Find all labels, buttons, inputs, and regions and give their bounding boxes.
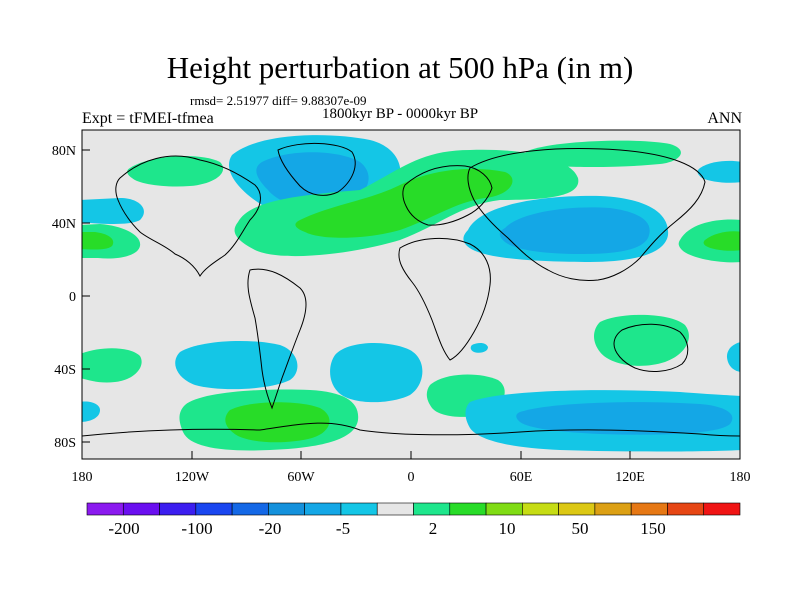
contour-negative-antarctic-east-core bbox=[516, 402, 733, 435]
stats-label: rmsd= 2.51977 diff= 9.88307e-09 bbox=[190, 93, 367, 108]
colorbar-swatch bbox=[231, 502, 269, 516]
colorbar-label: 2 bbox=[429, 519, 438, 538]
contour-positive-arctic bbox=[524, 140, 681, 167]
contour-positive-north-pacific-west-core bbox=[82, 232, 114, 250]
y-tick-label: 40S bbox=[54, 363, 76, 378]
y-tick-label: 0 bbox=[69, 290, 76, 305]
colorbar-label: -20 bbox=[259, 519, 282, 538]
colorbar bbox=[86, 502, 741, 516]
x-tick-label: 0 bbox=[408, 470, 415, 485]
x-tick-label: 60E bbox=[510, 470, 533, 485]
contour-positive-europe-core bbox=[295, 168, 513, 238]
colorbar-swatch bbox=[195, 502, 233, 516]
colorbar-swatch bbox=[340, 502, 378, 516]
plot-title: Height perturbation at 500 hPa (in m) bbox=[166, 50, 634, 85]
colorbar-swatch bbox=[376, 502, 414, 516]
colorbar-swatch bbox=[86, 502, 124, 516]
contour-negative-antarctic-dateline bbox=[82, 401, 100, 422]
coastline-australia bbox=[613, 323, 689, 372]
contour-negative-indian-small bbox=[470, 342, 488, 353]
coastline-africa bbox=[398, 237, 491, 361]
colorbar-swatch bbox=[630, 502, 668, 516]
contour-negative-asia-core bbox=[499, 207, 650, 254]
contour-layer bbox=[82, 135, 740, 452]
axis-ticks bbox=[81, 149, 741, 459]
coastlines bbox=[82, 142, 740, 437]
colorbar-label: -200 bbox=[108, 519, 139, 538]
colorbar-swatch bbox=[703, 502, 741, 516]
coastline-antarctica bbox=[82, 422, 740, 437]
contour-positive-antarctic-west-core bbox=[225, 402, 330, 443]
x-tick-label: 60W bbox=[287, 470, 315, 485]
colorbar-swatch bbox=[159, 502, 197, 516]
y-tick-label: 40N bbox=[52, 217, 76, 232]
colorbar-swatch bbox=[667, 502, 705, 516]
contour-negative-south-atlantic-east bbox=[330, 343, 423, 403]
colorbar-swatch bbox=[268, 502, 305, 516]
x-tick-label: 180 bbox=[730, 470, 751, 485]
colorbar-swatch bbox=[485, 502, 523, 516]
contour-negative-alaska bbox=[82, 198, 144, 224]
colorbar-label: -100 bbox=[181, 519, 212, 538]
colorbar-label: 10 bbox=[499, 519, 516, 538]
experiment-label: Expt = tFMEI-tfmea bbox=[82, 110, 214, 127]
colorbar-swatch bbox=[594, 502, 632, 516]
x-tick-label: 120E bbox=[615, 470, 645, 485]
contour-positive-australia bbox=[594, 314, 689, 366]
contour-negative-australia-east bbox=[726, 342, 740, 372]
contour-positive-alaska bbox=[127, 156, 224, 187]
season-label: ANN bbox=[707, 110, 742, 127]
coastline-greenland bbox=[277, 142, 356, 196]
contour-negative-siberia bbox=[697, 160, 740, 183]
coastline-south-america bbox=[247, 268, 307, 410]
colorbar-label: 150 bbox=[640, 519, 666, 538]
colorbar-swatch bbox=[449, 502, 487, 516]
coastline-north-america bbox=[115, 155, 261, 278]
y-tick-label: 80S bbox=[54, 436, 76, 451]
coastline-europe bbox=[402, 165, 493, 226]
colorbar-swatch bbox=[522, 502, 559, 516]
colorbar-swatch bbox=[558, 502, 596, 516]
colorbar-swatch bbox=[122, 502, 160, 516]
colorbar-label: 50 bbox=[572, 519, 589, 538]
contour-positive-north-pacific-east-core bbox=[703, 231, 740, 251]
coastline-asia bbox=[467, 148, 706, 281]
period-label: 1800kyr BP - 0000kyr BP bbox=[322, 106, 479, 122]
colorbar-label: -5 bbox=[336, 519, 350, 538]
colorbar-swatch bbox=[413, 502, 451, 516]
y-tick-label: 80N bbox=[52, 144, 76, 159]
x-tick-label: 180 bbox=[72, 470, 93, 485]
colorbar-labels: -200 -100 -20 -5 2 10 50 150 bbox=[108, 519, 665, 538]
colorbar-swatch bbox=[304, 502, 342, 516]
x-tick-label: 120W bbox=[175, 470, 210, 485]
contour-positive-south-pacific bbox=[82, 348, 142, 383]
contour-negative-south-atlantic bbox=[175, 340, 298, 390]
